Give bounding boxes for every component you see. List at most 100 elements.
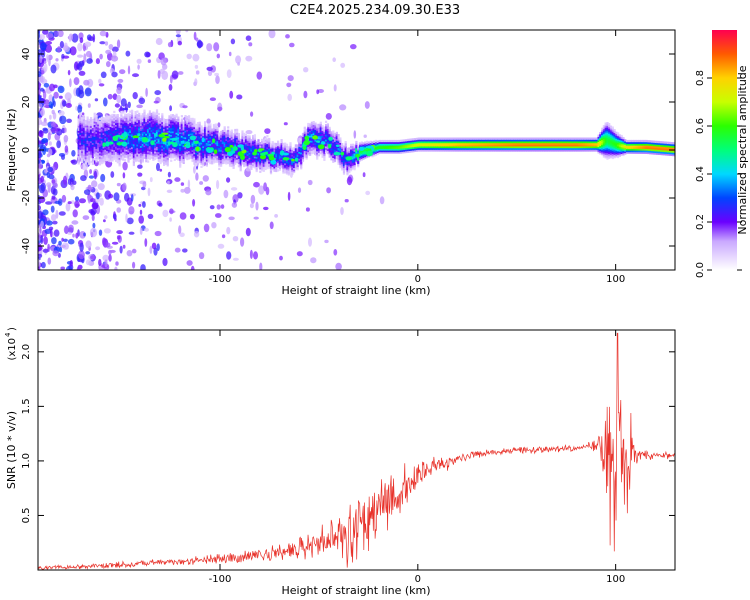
spectrogram-cell — [139, 137, 143, 140]
spectrogram-cell — [248, 162, 251, 165]
spectrogram-cell — [294, 146, 297, 149]
spectrogram-cell — [401, 142, 404, 146]
spectrogram-cell — [138, 127, 141, 131]
noise-blob — [249, 249, 253, 259]
spectrogram-cell — [237, 136, 240, 139]
noise-blob — [38, 204, 41, 211]
spectrogram-cell — [483, 140, 486, 144]
spectrogram-cell — [257, 144, 260, 147]
spectrogram-cell — [287, 146, 290, 149]
noise-blob — [122, 172, 126, 179]
spectrogram-cell — [348, 162, 351, 165]
spectrogram-cell — [161, 151, 164, 155]
spectrogram-cell — [268, 139, 271, 142]
noise-blob — [99, 30, 107, 37]
noise-blob — [220, 204, 225, 209]
spectrogram-cell — [419, 149, 422, 152]
spectrogram-cell — [236, 150, 239, 153]
spectrogram-cell — [188, 121, 191, 125]
spectrogram-cell — [173, 150, 176, 153]
spectrogram-cell — [189, 133, 192, 136]
spectrogram-cell — [462, 137, 465, 140]
spectrogram-cell — [250, 155, 253, 159]
spectrogram-cell — [107, 119, 110, 122]
spectrogram-cell — [136, 125, 139, 128]
spectrogram-cell — [102, 149, 105, 152]
spectrogram-cell — [259, 157, 262, 160]
spectrogram-cell — [150, 154, 153, 158]
spectrogram-cell — [152, 120, 155, 123]
spectrogram-cell — [449, 145, 452, 149]
spectrogram-cell — [88, 129, 91, 132]
spectrogram-cell — [268, 159, 271, 162]
spectrogram-cell — [255, 142, 258, 146]
spectrogram-cell — [410, 141, 413, 145]
noise-blob — [99, 197, 104, 206]
spectrogram-cell — [346, 166, 349, 169]
spectrogram-cell — [401, 149, 404, 152]
spectrogram-cell — [145, 118, 148, 121]
spectrogram-cell — [271, 166, 274, 169]
spectrogram-cell — [139, 117, 143, 120]
spectrogram-cell — [161, 141, 164, 144]
spectrogram-cell — [431, 139, 435, 142]
spectrogram-cell — [81, 127, 84, 130]
spectrogram-cell — [394, 141, 397, 144]
spectrogram-cell — [171, 146, 175, 149]
spectrogram-cell — [155, 141, 159, 144]
spectrogram-cell — [380, 148, 383, 151]
spectrogram-cell — [193, 143, 196, 146]
spectrogram-cell — [95, 121, 98, 124]
spectrogram-cell — [236, 152, 239, 155]
spectrogram-cell — [394, 150, 397, 153]
spectrogram-cell — [373, 142, 376, 145]
spectrogram-cell — [289, 143, 292, 147]
spectrogram-cell — [367, 148, 370, 151]
spectrogram-cell — [300, 146, 303, 150]
spectrogram-cell — [333, 158, 337, 161]
noise-blob — [40, 109, 45, 117]
spectrogram-cell — [216, 148, 219, 152]
spectrogram-cell — [209, 143, 212, 146]
spectrogram-cell — [252, 155, 255, 158]
spectrogram-cell — [131, 141, 134, 144]
spectrogram-cell — [234, 132, 237, 135]
spectrogram-cell — [166, 130, 169, 133]
spectrogram-cell — [403, 141, 406, 144]
spectrogram-cell — [184, 123, 187, 126]
spectrogram-cell — [285, 145, 289, 148]
spectrogram-cell — [471, 140, 474, 144]
spectrogram-cell — [132, 137, 135, 140]
spectrogram-cell — [399, 139, 402, 142]
spectrogram-cell — [180, 126, 183, 130]
spectrogram-cell — [170, 146, 173, 149]
spectrogram-cell — [252, 146, 255, 150]
spectrogram-cell — [191, 141, 194, 144]
noise-blob — [305, 207, 310, 212]
spectrogram-cell — [147, 133, 150, 136]
spectrogram-cell — [97, 147, 100, 150]
spectrogram-cell — [337, 140, 340, 144]
spectrogram-cell — [246, 138, 249, 141]
spectrogram-cell — [261, 158, 264, 162]
spectrogram-cell — [198, 123, 201, 126]
noise-blob — [122, 161, 128, 171]
spectrogram-cell — [248, 147, 251, 150]
spectrogram-cell — [346, 149, 349, 152]
spectrogram-cell — [253, 137, 256, 140]
noise-blob — [46, 220, 53, 226]
noise-blob — [71, 159, 78, 165]
spectrogram-cell — [189, 117, 192, 121]
spectrogram-cell — [84, 125, 87, 128]
spectrogram-cell — [369, 147, 372, 150]
spectrogram-cell — [230, 159, 233, 162]
spectrogram-cell — [84, 146, 87, 150]
spectrogram-cell — [447, 145, 451, 149]
spectrogram-cell — [214, 155, 217, 158]
noise-blob — [108, 254, 112, 262]
spectrogram-cell — [417, 140, 420, 144]
spectrogram-cell — [102, 134, 105, 137]
spectrogram-cell — [91, 135, 94, 139]
spectrogram-cell — [152, 155, 155, 158]
noise-blob — [221, 234, 226, 239]
